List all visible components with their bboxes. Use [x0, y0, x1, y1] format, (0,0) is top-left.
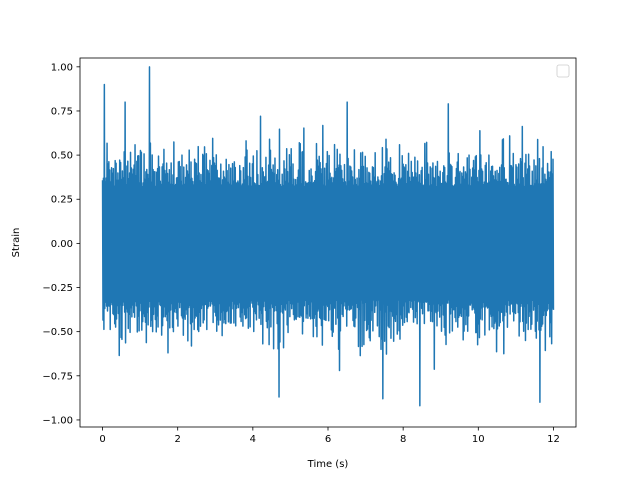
y-tick-label: 0.75 — [51, 106, 73, 117]
legend — [556, 64, 570, 78]
y-axis-label: Strain — [11, 228, 22, 258]
y-tick-label: −0.25 — [42, 283, 73, 294]
x-tick-label: 12 — [547, 434, 560, 445]
x-tick-label: 8 — [400, 434, 406, 445]
y-tick-label: 0.25 — [51, 195, 73, 206]
y-tick-label: 0.50 — [51, 151, 73, 162]
x-tick-label: 4 — [250, 434, 256, 445]
y-tick-label: 0.00 — [51, 239, 73, 250]
x-tick-label: 2 — [175, 434, 181, 445]
y-tick-label: −0.50 — [42, 327, 73, 338]
y-tick-label: 1.00 — [51, 62, 73, 73]
y-tick-label: −1.00 — [42, 415, 73, 426]
x-tick-label: 10 — [472, 434, 485, 445]
x-tick-label: 6 — [325, 434, 331, 445]
legend-box — [556, 64, 570, 78]
x-tick-label: 0 — [99, 434, 105, 445]
plot-area — [101, 66, 555, 407]
strain-series-line — [101, 66, 555, 407]
x-axis-label: Time (s) — [307, 459, 349, 470]
axes: 0 2 4 6 8 10 12 −1.00 −0.75 −0.50 −0.25 0.00 0.25 0.5… — [42, 57, 577, 445]
y-tick-label: −0.75 — [42, 371, 73, 382]
